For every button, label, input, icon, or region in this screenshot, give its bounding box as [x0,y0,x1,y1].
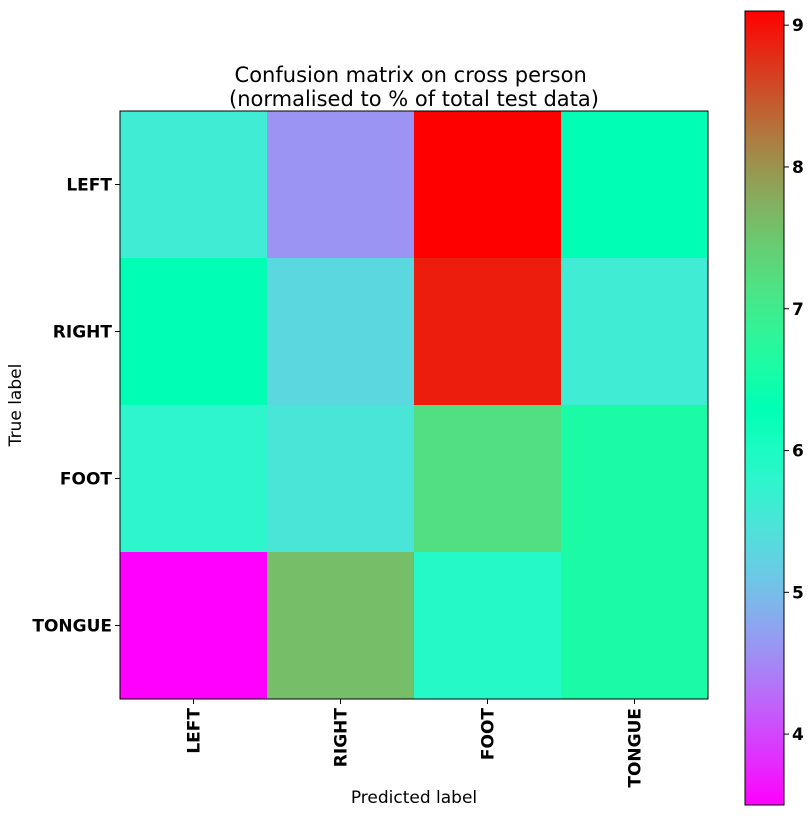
heatmap-cell [267,552,415,700]
x-axis-label: Predicted label [351,788,477,808]
heatmap-cell [414,111,562,259]
chart-title-line-1: Confusion matrix on cross person [235,63,587,87]
heatmap-cell [267,258,415,406]
colorbar-tick-label: 4 [792,725,804,745]
heatmap-cell [561,258,709,406]
y-tick-label: FOOT [60,470,113,490]
y-tick-labels: LEFT RIGHT FOOT TONGUE [32,176,120,637]
heatmap-cell [120,552,268,700]
heatmap-cell [120,111,268,259]
y-tick-label: LEFT [66,176,112,196]
colorbar-tick-label: 7 [792,300,804,320]
heatmap-cell [414,405,562,553]
colorbar-tick-label: 5 [792,583,804,603]
x-tick-label: FOOT [479,708,499,761]
heatmap-cell [561,405,709,553]
colorbar-tick-label: 6 [792,442,804,462]
y-tick-label: TONGUE [32,617,112,637]
heatmap-cell [120,258,268,406]
colorbar-ticks: 4 5 6 7 8 9 [784,16,804,745]
colorbar [744,10,785,806]
heatmap-cell [414,552,562,700]
heatmap-cell [561,111,709,259]
y-axis-label: True label [6,364,26,448]
colorbar-tick-label: 9 [792,16,804,36]
x-tick-labels: LEFT RIGHT FOOT TONGUE [185,699,646,788]
plot-frame [119,110,709,700]
heatmap-cell [267,405,415,553]
heatmap-cells [120,111,709,700]
colorbar-tick-label: 8 [792,158,804,178]
chart-title-line-2: (normalised to % of total test data) [229,87,599,111]
chart-title: Confusion matrix on cross person (normal… [229,63,599,111]
heatmap-cell [267,111,415,259]
heatmap-cell [414,258,562,406]
x-tick-label: LEFT [185,708,205,754]
heatmap-cell [561,552,709,700]
heatmap-cell [120,405,268,553]
x-tick-label: TONGUE [626,708,646,788]
x-tick-label: RIGHT [332,708,352,768]
y-tick-label: RIGHT [53,323,113,343]
